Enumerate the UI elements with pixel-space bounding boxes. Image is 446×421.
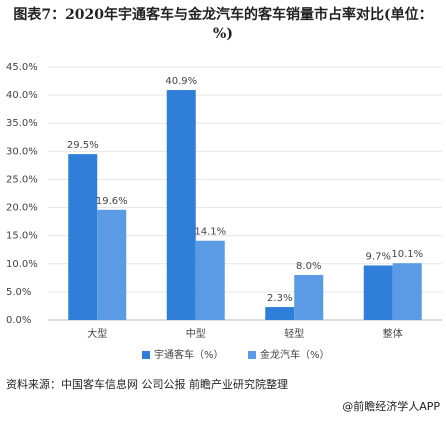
value-label: 10.1% bbox=[391, 249, 423, 260]
y-tick-label: 20.0% bbox=[6, 203, 38, 214]
value-label: 14.1% bbox=[194, 227, 226, 238]
y-tick-label: 5.0% bbox=[6, 287, 31, 298]
legend-swatch bbox=[248, 351, 256, 359]
value-label: 29.5% bbox=[67, 140, 99, 151]
credit: @前瞻经济学人APP bbox=[342, 399, 440, 413]
y-tick-label: 40.0% bbox=[6, 90, 38, 101]
value-label: 40.9% bbox=[165, 76, 197, 87]
y-tick-label: 10.0% bbox=[6, 259, 38, 270]
y-tick-label: 30.0% bbox=[6, 146, 38, 157]
source: 资料来源：中国客车信息网 公司公报 前瞻产业研究院整理 bbox=[6, 377, 288, 391]
y-tick-label: 15.0% bbox=[6, 231, 38, 242]
y-tick-label: 35.0% bbox=[6, 118, 38, 129]
chart-title: 图表7：2020年宇通客车与金龙汽车的客车销量市占率对比(单位：%) bbox=[13, 7, 433, 42]
y-tick-label: 45.0% bbox=[6, 62, 38, 73]
bar bbox=[392, 263, 422, 320]
y-tick-label: 25.0% bbox=[6, 174, 38, 185]
value-label: 9.7% bbox=[366, 251, 391, 262]
bar bbox=[68, 154, 98, 320]
x-tick-label: 大型 bbox=[87, 327, 107, 340]
bar bbox=[97, 209, 127, 320]
bar bbox=[166, 90, 196, 320]
bar bbox=[195, 240, 225, 320]
value-label: 2.3% bbox=[267, 293, 292, 304]
x-tick-label: 整体 bbox=[383, 327, 403, 340]
legend-label: 宇通客车（%） bbox=[154, 348, 224, 361]
x-tick-label: 轻型 bbox=[284, 327, 304, 340]
bar bbox=[265, 307, 295, 320]
legend-swatch bbox=[142, 351, 150, 359]
legend-label: 金龙汽车（%） bbox=[260, 348, 330, 361]
bar bbox=[294, 275, 324, 320]
value-label: 19.6% bbox=[96, 196, 128, 207]
value-label: 8.0% bbox=[296, 261, 321, 272]
y-tick-label: 0.0% bbox=[6, 315, 31, 326]
x-tick-label: 中型 bbox=[186, 327, 206, 340]
bar bbox=[363, 265, 393, 320]
